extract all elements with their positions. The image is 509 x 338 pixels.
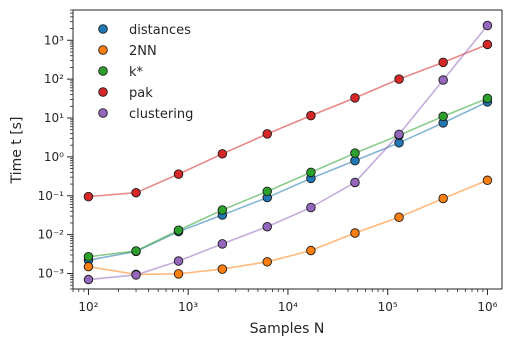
data-point-k <box>131 246 141 256</box>
data-point-k <box>482 93 493 104</box>
data-point-k <box>217 205 228 215</box>
x-tick-label: 10⁵ <box>378 300 398 314</box>
legend-label-pak: pak <box>129 86 153 101</box>
data-point-k <box>306 167 316 178</box>
data-point-clustering <box>350 177 360 188</box>
data-point-pak <box>131 187 141 198</box>
legend-label-2nn: 2NN <box>129 44 157 59</box>
data-point-2nn <box>394 212 404 223</box>
x-axis-label: Samples N <box>250 321 325 337</box>
legend-marker-pak <box>98 87 108 97</box>
y-ticks: 10⁻³ 10⁻² 10⁻¹ 10⁰ 10¹ 10² 10³ <box>38 9 73 290</box>
data-point-pak <box>350 93 360 103</box>
data-point-clustering <box>173 256 184 266</box>
x-tick-label: 10⁶ <box>477 300 497 314</box>
data-point-clustering <box>217 239 228 249</box>
legend-marker-clustering <box>98 108 108 118</box>
y-tick-label: 10⁰ <box>44 150 64 164</box>
data-point-2nn <box>262 257 272 267</box>
x-tick-label: 10² <box>78 300 98 314</box>
series-line-2nn <box>88 179 488 276</box>
data-point-pak <box>394 74 404 84</box>
series-line-pak <box>88 43 488 198</box>
series-lines <box>88 24 489 281</box>
legend-marker-distances <box>98 24 108 34</box>
data-point-pak <box>438 57 448 68</box>
series-line-distances <box>88 101 488 262</box>
plot-background <box>73 10 502 289</box>
x-tick-label: 10³ <box>178 300 198 314</box>
data-point-pak <box>173 169 184 179</box>
data-point-2nn <box>217 264 228 274</box>
data-point-k <box>438 111 448 122</box>
data-point-clustering <box>394 129 404 140</box>
data-point-pak <box>262 129 272 139</box>
data-point-k <box>83 252 94 262</box>
data-point-clustering <box>83 274 94 285</box>
y-tick-label: 10² <box>44 72 64 86</box>
data-point-clustering <box>131 270 141 280</box>
series-points <box>83 20 493 285</box>
legend-marker-k <box>98 66 108 76</box>
y-tick-label: 10⁻³ <box>38 267 65 281</box>
data-point-2nn <box>173 269 184 279</box>
legend: distances 2NN k* pak clustering <box>98 23 193 122</box>
y-tick-label: 10⁻² <box>38 228 65 242</box>
series-line-k <box>88 97 488 258</box>
data-point-k <box>173 225 184 235</box>
data-point-pak <box>482 39 493 50</box>
data-point-k <box>262 186 272 197</box>
y-axis-label: Time t [s] <box>9 117 25 185</box>
data-point-clustering <box>306 202 316 213</box>
y-tick-label: 10⁻¹ <box>38 189 65 203</box>
legend-marker-2nn <box>98 45 108 55</box>
legend-label-clustering: clustering <box>129 107 193 122</box>
data-point-2nn <box>482 175 493 186</box>
series-line-clustering <box>88 24 489 281</box>
data-point-pak <box>83 191 94 202</box>
data-point-clustering <box>262 221 272 232</box>
data-point-2nn <box>350 228 360 238</box>
y-tick-label: 10¹ <box>44 111 64 125</box>
legend-label-k: k* <box>129 65 144 80</box>
data-point-pak <box>217 149 228 159</box>
data-point-2nn <box>306 245 316 256</box>
x-tick-label: 10⁴ <box>278 300 298 314</box>
data-point-pak <box>306 110 316 121</box>
data-point-clustering <box>438 75 448 85</box>
data-point-clustering <box>482 20 493 31</box>
data-point-2nn <box>438 193 448 204</box>
data-point-k <box>350 148 360 158</box>
legend-label-distances: distances <box>129 23 191 38</box>
x-ticks: 10² 10³ 10⁴ 10⁵ 10⁶ <box>72 289 498 314</box>
y-tick-label: 10³ <box>44 33 64 47</box>
data-point-2nn <box>83 261 94 272</box>
